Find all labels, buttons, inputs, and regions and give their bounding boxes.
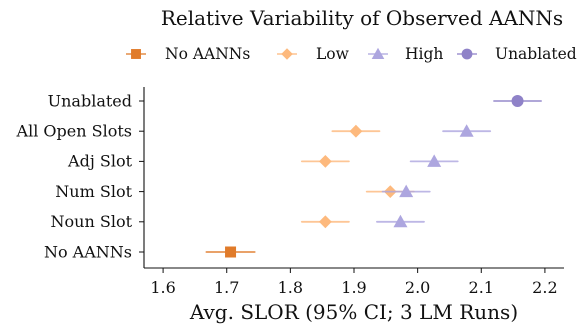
y-tick-label-0: Unablated	[48, 91, 132, 110]
y-tick-label-5: No AANNs	[44, 242, 132, 261]
y-tick-label-3: Num Slot	[55, 182, 132, 201]
x-axis-title: Avg. SLOR (95% CI; 3 LM Runs)	[189, 300, 518, 324]
x-tick-label-2: 1.8	[278, 278, 303, 297]
data-point-1-3	[318, 215, 332, 229]
data-marks	[205, 95, 542, 258]
y-axis-ticks: Unablated All Open Slots Adj Slot Num Slot N…	[16, 91, 144, 261]
data-point-1-0	[349, 124, 363, 138]
legend-label-0: No AANNs	[165, 45, 250, 63]
legend-label-2: High	[405, 45, 443, 63]
x-tick-label-1: 1.7	[214, 278, 239, 297]
plot-area: Unablated All Open Slots Adj Slot Num Slot N…	[16, 87, 564, 297]
data-point-3-0	[511, 95, 524, 107]
legend-marker-3	[461, 48, 473, 60]
legend-item-1: Low	[277, 45, 350, 63]
legend-label-3: Unablated	[495, 45, 577, 63]
chart-title: Relative Variability of Observed AANNs	[161, 6, 563, 30]
y-tick-label-2: Adj Slot	[67, 152, 133, 171]
x-tick-label-6: 2.2	[532, 278, 557, 297]
x-tick-label-3: 1.9	[341, 278, 366, 297]
legend-marker-0	[131, 49, 141, 59]
data-point-1-1	[318, 155, 332, 168]
data-point-2-0	[459, 124, 474, 137]
x-axis-ticks: 1.6 1.7 1.8 1.9 2.0 2.1 2.2	[150, 268, 558, 297]
data-point-0-0	[225, 246, 237, 258]
y-tick-label-1: All Open Slots	[16, 122, 132, 141]
data-point-2-1	[427, 154, 442, 167]
data-point-2-3	[393, 214, 408, 228]
legend-item-2: High	[368, 45, 443, 63]
x-tick-label-4: 2.0	[405, 278, 430, 297]
legend-item-0: No AANNs	[126, 45, 250, 63]
data-point-2-2	[399, 184, 414, 198]
y-tick-label-4: Noun Slot	[51, 212, 133, 231]
x-tick-label-5: 2.1	[469, 278, 494, 297]
legend-marker-1	[281, 48, 293, 60]
x-tick-label-0: 1.6	[150, 278, 175, 297]
legend: No AANNs Low High Unablated	[126, 45, 577, 63]
legend-item-3: Unablated	[457, 45, 577, 63]
legend-label-1: Low	[316, 45, 350, 63]
legend-marker-2	[371, 47, 385, 59]
